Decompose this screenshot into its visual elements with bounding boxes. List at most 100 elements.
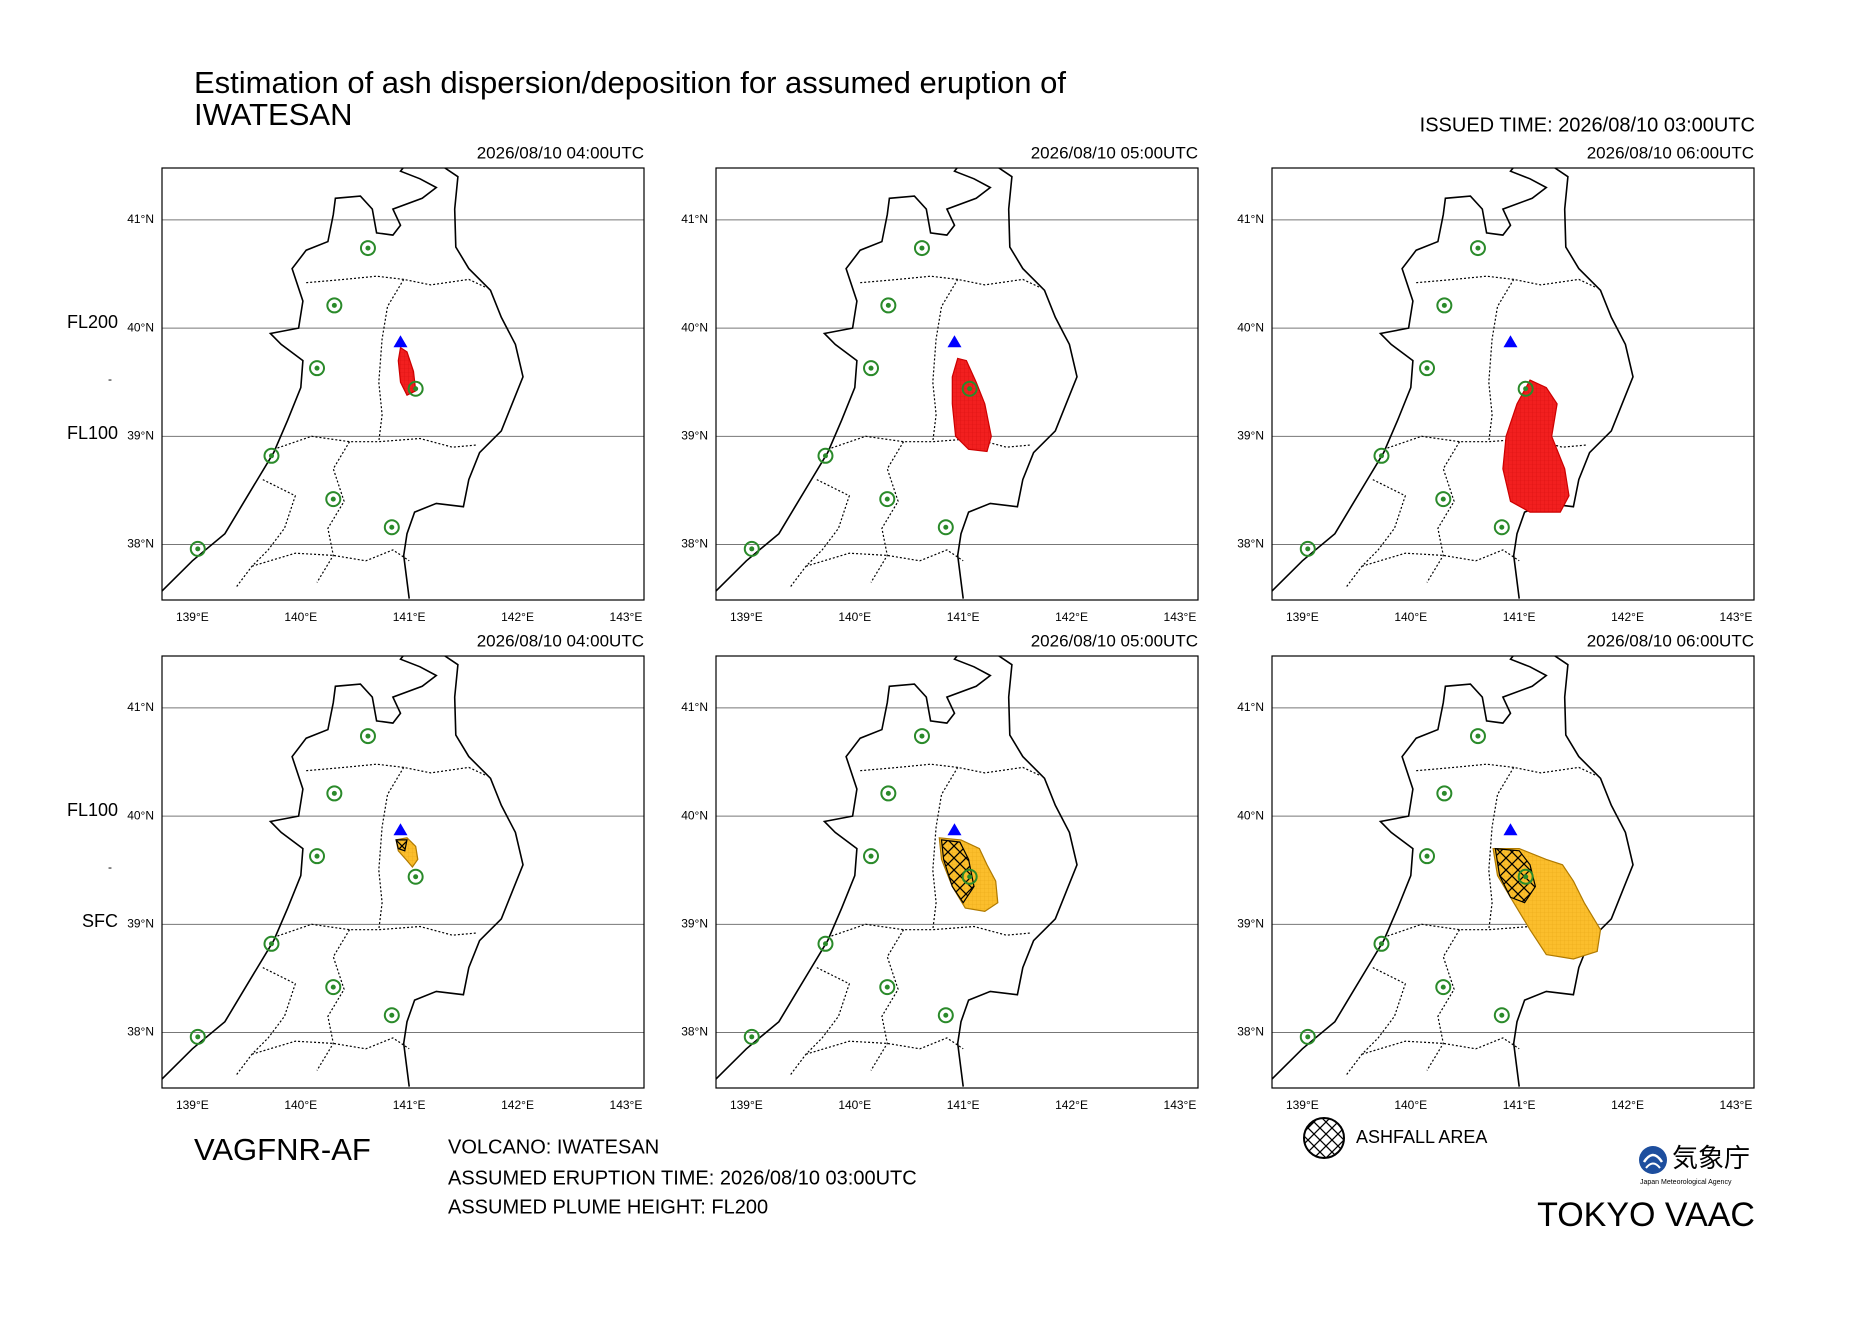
city-marker [309, 360, 326, 377]
coastline [716, 168, 1078, 599]
lon-label: 142°E [501, 1098, 534, 1112]
city-dot [1523, 874, 1529, 880]
lat-label: 41°N [681, 700, 708, 714]
vaac-name: TOKYO VAAC [1537, 1196, 1755, 1234]
lon-label: 139°E [176, 610, 209, 624]
city-marker [383, 519, 400, 536]
city-dot [330, 496, 336, 502]
lon-label: 141°E [947, 1098, 980, 1112]
city-dot [1475, 733, 1481, 739]
prefecture-border [789, 967, 851, 1077]
city-marker [325, 491, 342, 508]
lon-label: 141°E [393, 610, 426, 624]
ash-cloud [1502, 379, 1570, 513]
city-dot [389, 524, 395, 530]
lon-label: 139°E [730, 1098, 763, 1112]
lat-label: 41°N [127, 700, 154, 714]
lat-label: 38°N [681, 1025, 708, 1039]
lat-label: 38°N [127, 1025, 154, 1039]
city-dot [365, 245, 371, 251]
panel-time: 2026/08/10 04:00UTC [477, 631, 644, 650]
volcano [947, 823, 962, 836]
city-dot [868, 365, 874, 371]
lon-label: 139°E [1286, 610, 1319, 624]
city-dot [314, 853, 320, 859]
city-marker [407, 868, 424, 885]
lat-label: 38°N [1237, 537, 1264, 551]
map-panel [1272, 656, 1754, 1087]
lat-label: 41°N [127, 212, 154, 226]
lon-label: 143°E [610, 1098, 643, 1112]
lon-label: 143°E [1164, 610, 1197, 624]
lon-label: 143°E [1720, 1098, 1753, 1112]
city-marker [325, 979, 342, 996]
volcano [1503, 823, 1518, 836]
city-marker [863, 360, 880, 377]
lat-label: 40°N [127, 320, 154, 334]
city-marker [407, 380, 424, 397]
city-dot [1440, 496, 1446, 502]
city-marker [189, 1028, 206, 1045]
coastline [162, 656, 524, 1087]
city-marker [359, 728, 376, 745]
title: Estimation of ash dispersion/deposition … [194, 65, 1066, 100]
city-dot [822, 941, 828, 947]
city-dot [884, 984, 890, 990]
city-marker [1436, 297, 1453, 314]
prefecture-border [1383, 435, 1587, 450]
level-bottom: SFC [82, 911, 118, 931]
city-marker [1419, 360, 1436, 377]
city-dot [943, 1012, 949, 1018]
city-dot [1378, 941, 1384, 947]
lon-label: 139°E [730, 610, 763, 624]
lon-label: 140°E [838, 1098, 871, 1112]
level-top: FL200 [67, 312, 118, 332]
lat-label: 39°N [681, 917, 708, 931]
lat-label: 40°N [1237, 320, 1264, 334]
lon-label: 140°E [284, 610, 317, 624]
prefecture-border [251, 1037, 410, 1055]
city-dot [919, 733, 925, 739]
prefecture-border [1345, 479, 1407, 589]
city-marker [961, 868, 978, 885]
prefecture-border [316, 929, 351, 1071]
map-panel [162, 168, 644, 599]
city-marker [1419, 848, 1436, 865]
city-dot [1424, 365, 1430, 371]
prefecture-border [316, 441, 351, 583]
lat-label: 39°N [127, 917, 154, 931]
city-dot [868, 853, 874, 859]
lon-label: 142°E [501, 610, 534, 624]
prefecture-border [235, 967, 297, 1077]
city-dot [330, 984, 336, 990]
city-dot [1441, 790, 1447, 796]
lat-label: 39°N [681, 429, 708, 443]
city-marker [937, 1007, 954, 1024]
lon-label: 143°E [1720, 610, 1753, 624]
city-dot [885, 302, 891, 308]
city-marker [1299, 1028, 1316, 1045]
lat-label: 39°N [127, 429, 154, 443]
prefecture-border [1361, 1037, 1520, 1055]
city-dot [1499, 1012, 1505, 1018]
coastline [1272, 168, 1634, 599]
volcano [393, 335, 408, 348]
city-dot [1305, 1034, 1311, 1040]
city-marker [743, 1028, 760, 1045]
prefecture-border [827, 435, 1031, 450]
panel-time: 2026/08/10 05:00UTC [1031, 631, 1198, 650]
lon-label: 143°E [1164, 1098, 1197, 1112]
lat-label: 40°N [681, 320, 708, 334]
panel-time: 2026/08/10 06:00UTC [1587, 143, 1754, 162]
panel-frame [1271, 655, 1755, 1089]
city-marker [879, 491, 896, 508]
lon-label: 141°E [393, 1098, 426, 1112]
city-dot [885, 790, 891, 796]
level-separator: - [108, 372, 112, 386]
city-marker [880, 297, 897, 314]
lon-label: 140°E [1394, 1098, 1427, 1112]
city-marker [189, 540, 206, 557]
eruption-time: ASSUMED ERUPTION TIME: 2026/08/10 03:00U… [448, 1167, 917, 1189]
city-marker [1517, 868, 1534, 885]
lon-label: 142°E [1611, 610, 1644, 624]
